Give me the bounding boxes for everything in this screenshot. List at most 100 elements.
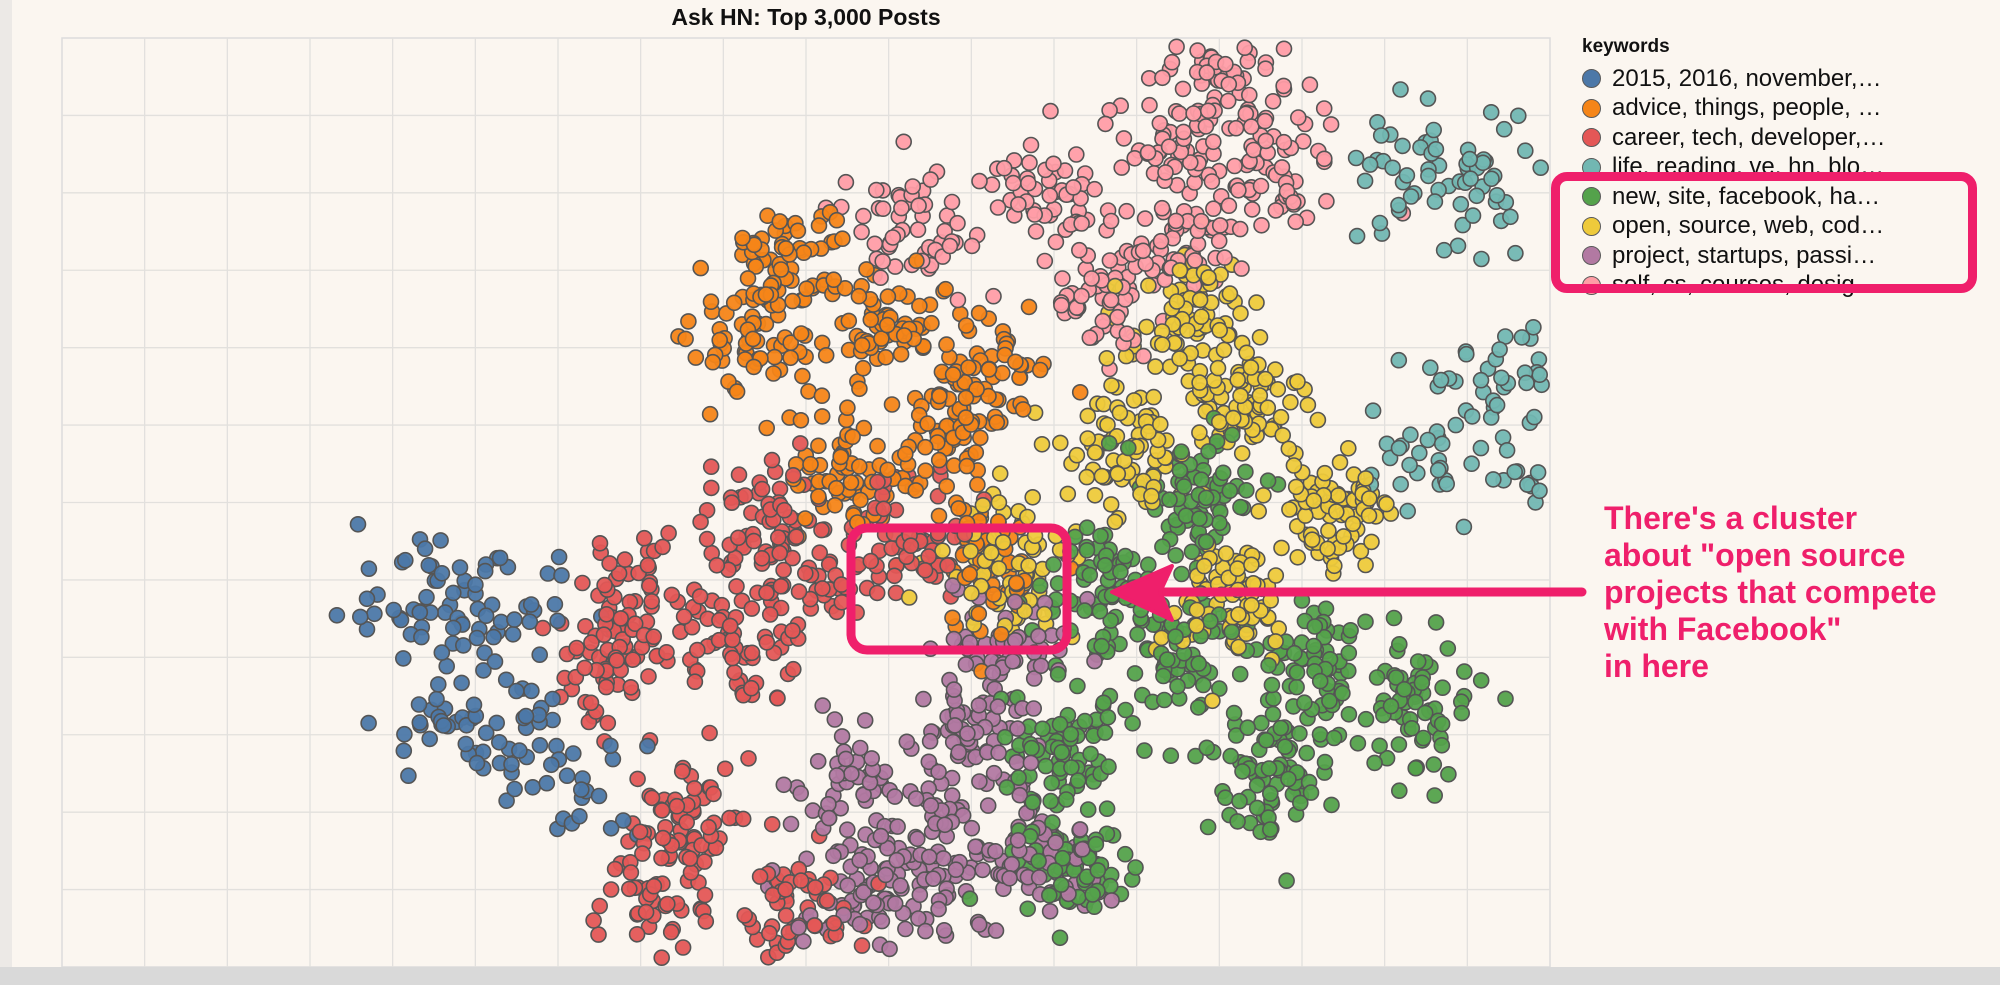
data-point — [1217, 545, 1235, 562]
legend-item: project, startups, passi… — [1582, 241, 1912, 271]
data-point — [1020, 298, 1038, 316]
data-point — [1306, 618, 1324, 635]
data-point — [1073, 215, 1090, 232]
data-point — [852, 491, 869, 509]
data-point — [892, 877, 909, 894]
data-point — [328, 606, 346, 624]
data-point — [1231, 665, 1249, 683]
data-point — [1084, 886, 1101, 903]
data-point — [635, 529, 653, 547]
data-point — [1071, 241, 1088, 259]
data-point — [637, 903, 655, 921]
data-point — [1233, 260, 1250, 277]
data-point — [739, 270, 757, 287]
data-point — [1419, 90, 1437, 107]
data-point — [1102, 496, 1120, 513]
data-point — [828, 767, 846, 784]
data-point — [631, 823, 649, 841]
data-point — [971, 172, 988, 190]
data-point — [491, 549, 509, 567]
data-point — [1287, 213, 1304, 230]
data-point — [1037, 757, 1055, 775]
data-point — [743, 644, 761, 662]
data-point — [1407, 759, 1424, 777]
data-point — [1033, 435, 1051, 453]
data-point — [1472, 672, 1490, 689]
data-point — [1189, 42, 1206, 59]
data-point — [1020, 557, 1037, 574]
data-point — [874, 253, 892, 270]
data-point — [477, 607, 495, 625]
data-point — [907, 790, 925, 807]
data-point — [790, 583, 808, 600]
data-point — [610, 565, 628, 582]
data-point — [989, 199, 1007, 216]
data-point — [451, 559, 469, 576]
data-point — [858, 261, 875, 278]
data-point — [687, 349, 705, 366]
data-point — [866, 235, 884, 253]
data-point — [734, 810, 752, 828]
data-point — [1243, 118, 1260, 135]
data-point — [1062, 725, 1080, 743]
data-point — [792, 872, 810, 889]
data-point — [961, 565, 978, 583]
data-point — [990, 560, 1008, 577]
data-point — [1257, 132, 1275, 150]
data-point — [653, 802, 671, 819]
data-point — [606, 860, 624, 878]
data-point — [1402, 426, 1419, 444]
data-point — [963, 819, 981, 837]
data-point — [653, 849, 670, 867]
data-point — [990, 744, 1007, 762]
data-point — [704, 353, 722, 371]
data-point — [1152, 232, 1170, 250]
data-point — [1161, 491, 1178, 509]
data-point — [789, 222, 807, 240]
data-point — [534, 619, 552, 637]
data-point — [1482, 104, 1500, 121]
data-point — [1008, 753, 1026, 771]
data-point — [921, 732, 939, 750]
data-point — [1311, 726, 1329, 743]
legend-label: project, startups, passi… — [1612, 241, 1877, 269]
data-point — [564, 745, 582, 762]
data-point — [910, 197, 927, 214]
data-point — [1162, 747, 1180, 765]
data-point — [1416, 704, 1434, 722]
legend-swatch — [1582, 69, 1601, 89]
data-point — [1034, 720, 1051, 738]
data-point — [944, 366, 962, 383]
data-point — [394, 650, 412, 667]
data-point — [1118, 202, 1135, 220]
data-point — [1197, 118, 1215, 135]
data-point — [1036, 605, 1053, 623]
data-point — [506, 611, 523, 628]
data-point — [692, 259, 710, 277]
data-point — [599, 714, 617, 732]
data-point — [1532, 159, 1549, 176]
data-point — [1429, 461, 1447, 479]
data-point — [1135, 347, 1152, 365]
data-point — [984, 664, 1002, 681]
data-point — [728, 383, 746, 400]
data-point — [1081, 329, 1099, 347]
data-point — [538, 774, 556, 792]
data-point — [957, 317, 975, 334]
data-point — [1198, 64, 1216, 81]
data-point — [855, 207, 872, 225]
data-point — [1251, 328, 1269, 346]
data-point — [358, 620, 376, 638]
data-point — [1461, 150, 1478, 168]
data-point — [1081, 566, 1099, 584]
data-point — [1173, 565, 1190, 583]
data-point — [360, 560, 378, 578]
data-point — [875, 500, 893, 518]
data-point — [1391, 782, 1408, 800]
data-point — [837, 173, 855, 191]
data-point — [1098, 349, 1116, 367]
data-point — [1041, 187, 1059, 204]
data-point — [729, 529, 747, 547]
data-point — [396, 725, 413, 743]
data-point — [582, 694, 600, 712]
